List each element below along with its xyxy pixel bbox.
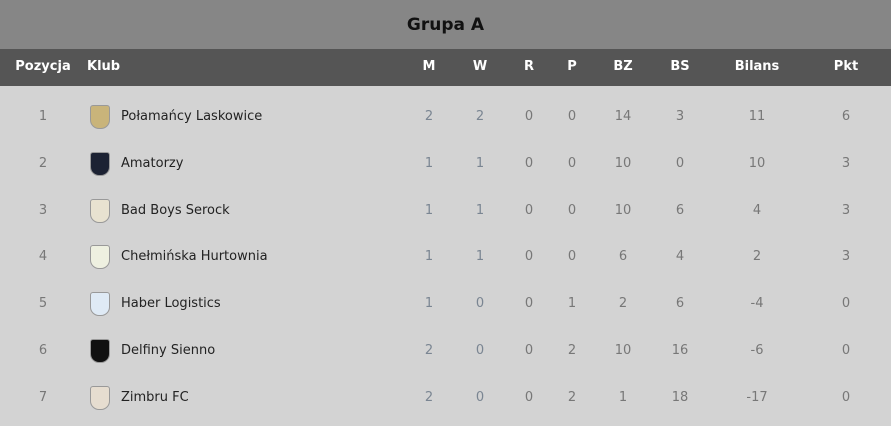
table-row[interactable]: 1 Połamańcy Laskowice 2 2 0 0 14 3 11 6 [0, 95, 891, 141]
points: 0 [841, 343, 851, 358]
club-name[interactable]: Delfiny Sienno [121, 343, 216, 358]
club-logo-icon [90, 245, 110, 270]
table-row[interactable]: 6 Delfiny Sienno 2 0 0 2 10 16 -6 0 [0, 329, 891, 375]
draws: 0 [524, 155, 534, 171]
club-logo-icon [90, 385, 110, 410]
club-name[interactable]: Haber Logistics [121, 296, 221, 312]
losses: 1 [567, 296, 577, 312]
header-points[interactable]: Pkt [833, 59, 859, 74]
matches: 2 [424, 389, 434, 405]
wins: 0 [475, 389, 485, 405]
losses: 0 [567, 155, 577, 171]
draws: 0 [524, 389, 534, 405]
club-logo-icon [90, 151, 110, 176]
position: 2 [38, 155, 48, 171]
position: 1 [38, 109, 48, 124]
header-goals-for[interactable]: BZ [613, 59, 633, 74]
goals-for: 10 [614, 202, 632, 218]
header-losses[interactable]: P [567, 59, 577, 74]
points: 0 [841, 296, 851, 312]
header-club[interactable]: Klub [87, 59, 121, 74]
table-row[interactable]: 2 Amatorzy 1 1 0 0 10 0 10 3 [0, 142, 891, 188]
wins: 0 [475, 343, 485, 358]
draws: 0 [524, 109, 534, 124]
position: 3 [38, 202, 48, 218]
points: 3 [841, 249, 851, 265]
goal-difference: 11 [748, 109, 766, 124]
goals-against: 6 [675, 296, 685, 312]
points: 3 [841, 202, 851, 218]
position: 4 [38, 249, 48, 265]
goal-difference: -6 [750, 343, 764, 358]
club-name[interactable]: Bad Boys Serock [121, 202, 230, 218]
goals-for: 10 [614, 343, 632, 358]
losses: 2 [567, 389, 577, 405]
matches: 2 [424, 343, 434, 358]
header-goals-against[interactable]: BS [670, 59, 690, 74]
position: 5 [38, 296, 48, 312]
header-matches[interactable]: M [422, 59, 436, 74]
club-logo-icon [90, 339, 110, 363]
draws: 0 [524, 296, 534, 312]
club-logo-icon [90, 105, 110, 129]
wins: 1 [475, 202, 485, 218]
goals-against: 4 [675, 249, 685, 265]
table-row[interactable]: 5 Haber Logistics 1 0 0 1 2 6 -4 0 [0, 282, 891, 328]
club-name[interactable]: Chełmińska Hurtownia [121, 249, 268, 265]
wins: 0 [475, 296, 485, 312]
draws: 0 [524, 249, 534, 265]
goal-difference: 10 [748, 155, 766, 171]
goals-against: 0 [675, 155, 685, 171]
matches: 1 [424, 296, 434, 312]
table-row[interactable]: 3 Bad Boys Serock 1 1 0 0 10 6 4 3 [0, 189, 891, 235]
table-header: Pozycja Klub M W R P BZ BS Bilans Pkt [0, 49, 891, 86]
matches: 1 [424, 249, 434, 265]
goal-difference: -4 [750, 296, 764, 312]
matches: 1 [424, 155, 434, 171]
wins: 2 [475, 109, 485, 124]
goals-for: 10 [614, 155, 632, 171]
club-name[interactable]: Amatorzy [121, 155, 184, 171]
goals-for: 1 [618, 389, 628, 405]
goal-difference: -17 [746, 389, 768, 405]
header-goal-difference[interactable]: Bilans [734, 59, 780, 74]
matches: 1 [424, 202, 434, 218]
club-name[interactable]: Połamańcy Laskowice [121, 109, 263, 124]
goals-for: 2 [618, 296, 628, 312]
losses: 0 [567, 109, 577, 124]
table-row[interactable]: 4 Chełmińska Hurtownia 1 1 0 0 6 4 2 3 [0, 235, 891, 281]
points: 0 [841, 389, 851, 405]
goal-difference: 4 [752, 202, 762, 218]
header-wins[interactable]: W [472, 59, 488, 74]
wins: 1 [475, 155, 485, 171]
group-title: Grupa A [0, 0, 891, 49]
header-position[interactable]: Pozycja [15, 59, 71, 74]
goals-against: 18 [671, 389, 689, 405]
goal-difference: 2 [752, 249, 762, 265]
position: 6 [38, 343, 48, 358]
losses: 0 [567, 249, 577, 265]
matches: 2 [424, 109, 434, 124]
club-logo-icon [90, 292, 110, 317]
goals-against: 3 [675, 109, 685, 124]
table-row[interactable]: 7 Zimbru FC 2 0 0 2 1 18 -17 0 [0, 376, 891, 422]
club-logo-icon [90, 198, 110, 223]
draws: 0 [524, 343, 534, 358]
points: 6 [841, 109, 851, 124]
goals-for: 6 [618, 249, 628, 265]
goals-for: 14 [614, 109, 632, 124]
losses: 0 [567, 202, 577, 218]
goals-against: 16 [671, 343, 689, 358]
position: 7 [38, 389, 48, 405]
points: 3 [841, 155, 851, 171]
draws: 0 [524, 202, 534, 218]
header-draws[interactable]: R [523, 59, 535, 74]
club-name[interactable]: Zimbru FC [121, 389, 189, 405]
losses: 2 [567, 343, 577, 358]
wins: 1 [475, 249, 485, 265]
goals-against: 6 [675, 202, 685, 218]
